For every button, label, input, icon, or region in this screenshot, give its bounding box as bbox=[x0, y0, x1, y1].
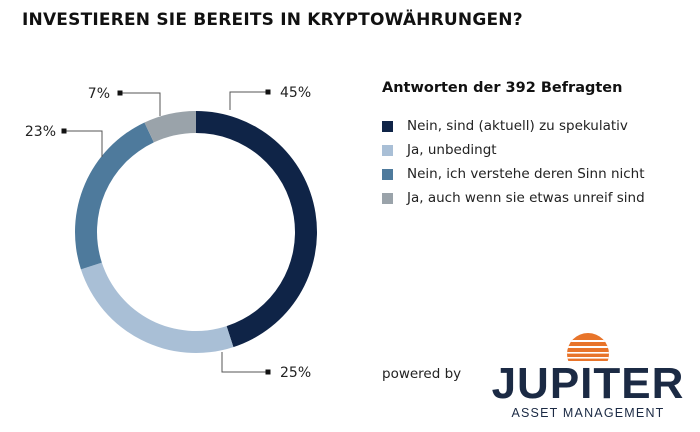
leader-line bbox=[64, 130, 103, 157]
legend-label: Ja, auch wenn sie etwas unreif sind bbox=[407, 190, 645, 206]
leader-dot bbox=[265, 89, 271, 95]
legend-swatch bbox=[382, 144, 393, 156]
leader-dot bbox=[117, 90, 123, 96]
donut-slice bbox=[80, 262, 234, 353]
data-label: 45% bbox=[280, 85, 311, 101]
legend-title: Antworten der 392 Befragten bbox=[382, 80, 623, 96]
donut-slice bbox=[196, 111, 317, 348]
logo-subtitle: ASSET MANAGEMENT bbox=[511, 406, 665, 420]
data-label: 23% bbox=[25, 124, 56, 140]
legend-swatch bbox=[382, 168, 393, 180]
donut-slice bbox=[144, 111, 196, 143]
legend-item: Nein, sind (aktuell) zu spekulativ bbox=[382, 114, 682, 138]
donut-slice bbox=[75, 122, 154, 270]
chart-title: INVESTIEREN SIE BEREITS IN KRYPTOWÄHRUNG… bbox=[22, 10, 523, 30]
leader-dot bbox=[61, 128, 67, 134]
planet-icon bbox=[548, 333, 628, 368]
jupiter-logo: JUPITER ASSET MANAGEMENT bbox=[486, 332, 690, 422]
data-label: 25% bbox=[280, 365, 311, 381]
legend-item: Ja, auch wenn sie etwas unreif sind bbox=[382, 186, 682, 210]
legend-swatch bbox=[382, 120, 393, 132]
legend-label: Nein, sind (aktuell) zu spekulativ bbox=[407, 118, 628, 134]
donut-chart: 45% 25% 23% 7% bbox=[25, 85, 317, 381]
legend: Antworten der 392 Befragten Nein, sind (… bbox=[382, 80, 682, 210]
legend-swatch bbox=[382, 192, 393, 204]
leader-line bbox=[120, 92, 161, 116]
powered-by-text: powered by bbox=[382, 366, 462, 382]
leader-line bbox=[221, 352, 268, 373]
leader-dot bbox=[265, 369, 271, 375]
data-label: 7% bbox=[88, 86, 110, 102]
leader-line bbox=[229, 91, 268, 110]
legend-label: Ja, unbedingt bbox=[407, 142, 497, 158]
legend-label: Nein, ich verstehe deren Sinn nicht bbox=[407, 166, 645, 182]
logo-wordmark: JUPITER bbox=[491, 359, 685, 408]
legend-item: Nein, ich verstehe deren Sinn nicht bbox=[382, 162, 682, 186]
legend-item: Ja, unbedingt bbox=[382, 138, 682, 162]
